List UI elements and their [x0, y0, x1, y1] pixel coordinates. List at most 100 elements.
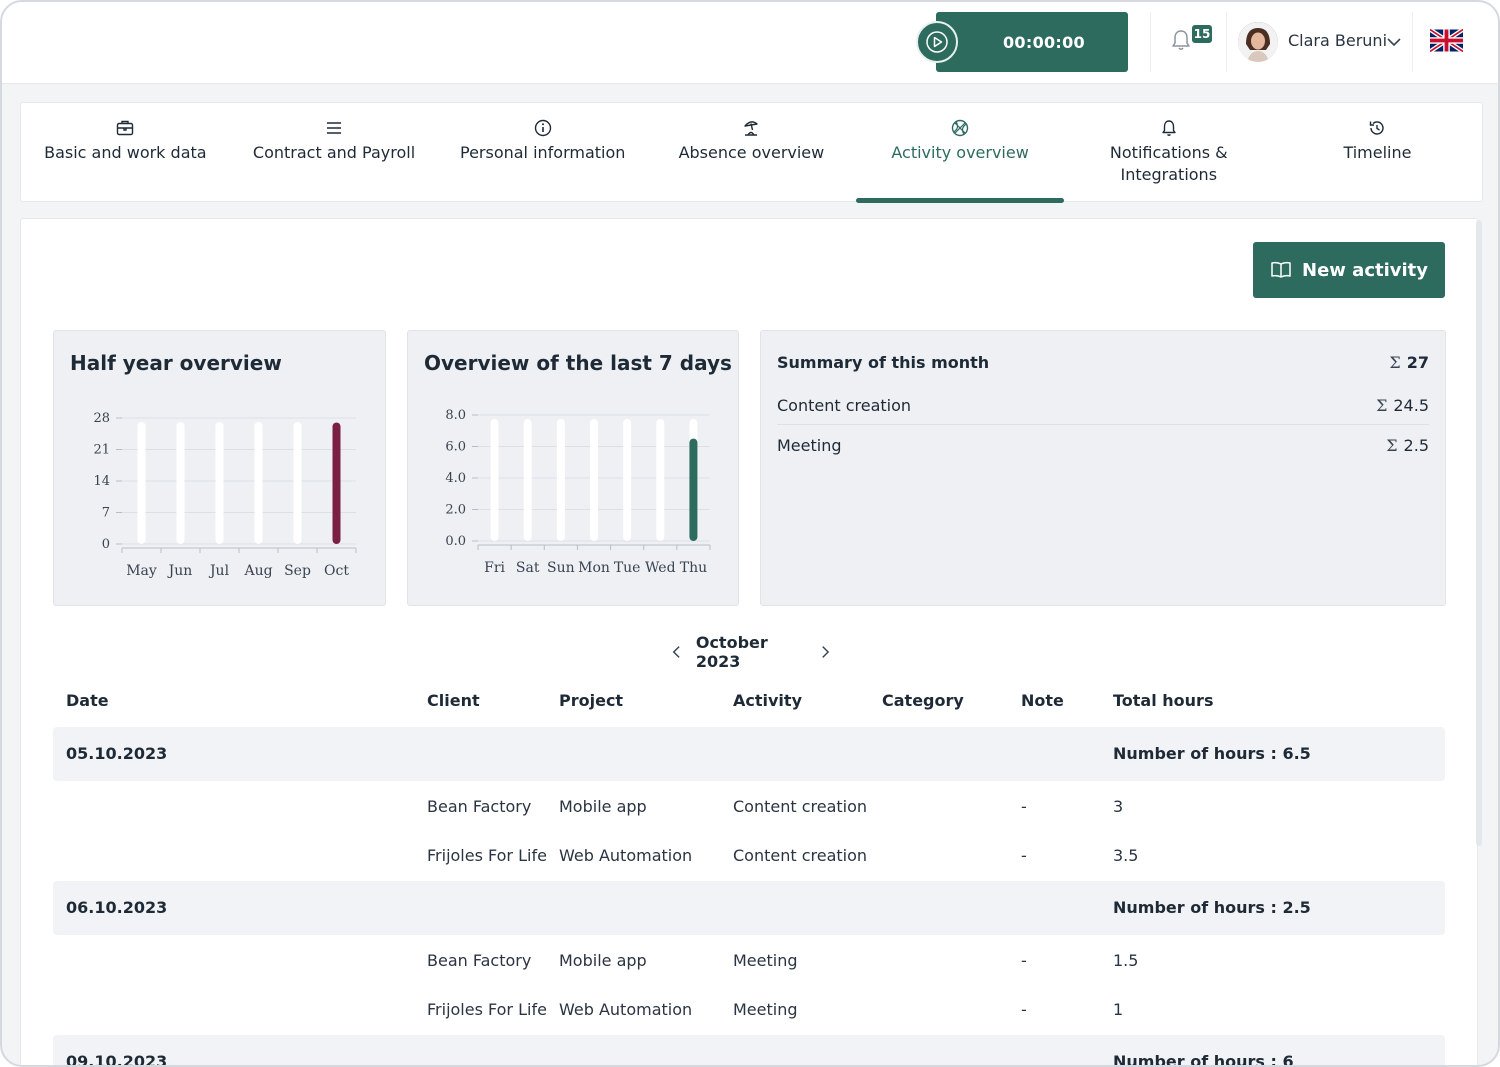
- y-tick-label: 6.0: [445, 440, 466, 455]
- date-group-row[interactable]: 05.10.2023 Number of hours : 6.5: [53, 727, 1445, 781]
- bar-track: [623, 419, 632, 541]
- x-tick-label: Aug: [243, 563, 272, 579]
- cell-note: -: [1021, 951, 1027, 970]
- bar-Thu[interactable]: [689, 438, 698, 541]
- tab-activity-overview[interactable]: Activity overview: [855, 103, 1065, 203]
- sigma-icon: Σ: [1386, 435, 1398, 455]
- date-group-row[interactable]: 09.10.2023 Number of hours : 6: [53, 1035, 1445, 1065]
- chevron-down-icon[interactable]: [1386, 34, 1402, 50]
- half-year-card: Half year overview 28 21 14 7 0 May Jun Jul Aug S…: [53, 330, 386, 606]
- cell-total: 1: [1113, 1000, 1124, 1019]
- current-month: October 2023: [695, 633, 768, 671]
- y-tick-label: 28: [93, 411, 110, 426]
- cell-project: Mobile app: [559, 951, 647, 970]
- col-project: Project: [559, 691, 624, 710]
- cell-activity: Meeting: [733, 951, 798, 970]
- notification-count-badge: 15: [1190, 23, 1214, 45]
- bar-track: [137, 422, 146, 544]
- book-icon: [1271, 261, 1291, 278]
- y-tick-label: 0: [102, 537, 110, 552]
- tab-label: Personal information: [459, 143, 626, 162]
- last-7-days-chart: 8.0 6.0 4.0 2.0 0.0 Fri Sat Sun Mon Tue Wed Thu: [445, 408, 711, 576]
- cell-client: Bean Factory: [427, 797, 532, 816]
- x-tick-label: Jun: [167, 563, 193, 579]
- play-timer-button[interactable]: [916, 21, 958, 63]
- group-hours: Number of hours : 2.5: [1113, 898, 1311, 917]
- bar-Oct[interactable]: [332, 422, 341, 545]
- summary-total: Σ 27: [1389, 353, 1429, 372]
- cell-activity: Meeting: [733, 1000, 798, 1019]
- bar-track: [215, 422, 224, 544]
- notifications-button[interactable]: [1170, 28, 1194, 54]
- new-activity-label: New activity: [1302, 259, 1428, 281]
- tab-notifications-integrations[interactable]: Notifications & Integrations: [1064, 103, 1273, 201]
- bar-track: [254, 422, 263, 544]
- briefcase-icon: [117, 120, 134, 136]
- half-year-title: Half year overview: [70, 351, 282, 375]
- y-tick-label: 0.0: [445, 534, 466, 549]
- cell-total: 3: [1113, 797, 1124, 816]
- date-group-row[interactable]: 06.10.2023 Number of hours : 2.5: [53, 881, 1445, 935]
- activity-table-header: Date Client Project Activity Category No…: [53, 687, 1445, 715]
- y-tick-label: 8.0: [445, 408, 466, 423]
- col-client: Client: [427, 691, 480, 710]
- table-row[interactable]: Bean Factory Mobile app Meeting - 1.5: [53, 947, 1445, 977]
- cell-project: Web Automation: [559, 846, 693, 865]
- cell-project: Web Automation: [559, 1000, 693, 1019]
- half-year-chart: 28 21 14 7 0 May Jun Jul Aug Sep Oct: [93, 411, 357, 579]
- top-bar: 00:00:00 15 Clara Beruni: [2, 2, 1498, 84]
- cell-note: -: [1021, 1000, 1027, 1019]
- bar-track: [556, 419, 565, 541]
- tab-label: Absence overview: [678, 143, 825, 162]
- activity-ball-icon: [951, 119, 969, 137]
- tab-basic-work-data[interactable]: Basic and work data: [21, 103, 230, 201]
- cell-total: 1.5: [1113, 951, 1139, 970]
- x-tick-label: Sat: [516, 560, 540, 576]
- x-tick-label: May: [126, 563, 157, 579]
- chevron-left-icon[interactable]: [671, 644, 682, 660]
- y-tick-label: 4.0: [445, 471, 466, 486]
- x-tick-label: Sep: [284, 563, 311, 579]
- new-activity-button[interactable]: New activity: [1253, 242, 1445, 298]
- avatar[interactable]: [1238, 22, 1278, 62]
- col-date: Date: [66, 691, 109, 710]
- tab-label: Activity overview: [891, 143, 1029, 162]
- cell-activity: Content creation: [733, 797, 868, 816]
- x-tick-label: Jul: [208, 563, 230, 579]
- history-icon: [1370, 121, 1385, 135]
- scrollbar[interactable]: [1476, 220, 1482, 846]
- cell-activity: Content creation: [733, 846, 868, 865]
- user-name[interactable]: Clara Beruni: [1288, 31, 1388, 50]
- month-summary-card: Summary of this month Σ 27 Content creati…: [760, 330, 1446, 606]
- profile-tabs: Basic and work data Contract and Payroll…: [20, 102, 1483, 203]
- summary-row-value-wrap: Σ 24.5: [1376, 396, 1429, 415]
- activity-content: New activity Half year overview 28 21 14 7 0…: [20, 218, 1478, 1065]
- x-tick-label: Thu: [680, 560, 707, 576]
- table-row[interactable]: Frijoles For Life Web Automation Meeting…: [53, 996, 1445, 1026]
- y-tick-label: 21: [93, 443, 110, 458]
- table-row[interactable]: Bean Factory Mobile app Content creation…: [53, 793, 1445, 823]
- chevron-right-icon[interactable]: [820, 644, 831, 660]
- tab-absence-overview[interactable]: Absence overview: [647, 103, 856, 201]
- col-total-hours: Total hours: [1113, 691, 1214, 710]
- cell-note: -: [1021, 846, 1027, 865]
- bar-track: [656, 419, 665, 541]
- table-row[interactable]: Frijoles For Life Web Automation Content…: [53, 842, 1445, 872]
- avatar-image: [1238, 22, 1278, 62]
- last-7-days-title: Overview of the last 7 days: [424, 351, 732, 375]
- cell-client: Frijoles For Life: [427, 846, 547, 865]
- separator: [1226, 12, 1227, 72]
- summary-row: Content creation Σ 24.5: [777, 387, 1429, 425]
- cell-client: Frijoles For Life: [427, 1000, 547, 1019]
- summary-row-value: 24.5: [1393, 396, 1429, 415]
- tab-label: Timeline: [1343, 143, 1412, 162]
- group-date: 06.10.2023: [66, 898, 168, 917]
- tab-personal-information[interactable]: Personal information: [438, 103, 647, 201]
- y-tick-label: 2.0: [445, 503, 466, 518]
- tab-contract-payroll[interactable]: Contract and Payroll: [230, 103, 439, 201]
- tab-timeline[interactable]: Timeline: [1273, 103, 1482, 201]
- summary-row-label: Content creation: [777, 396, 912, 415]
- last-7-days-card: Overview of the last 7 days 8.0 6.0 4.0 2.0…: [407, 330, 739, 606]
- uk-flag-icon[interactable]: [1430, 29, 1463, 52]
